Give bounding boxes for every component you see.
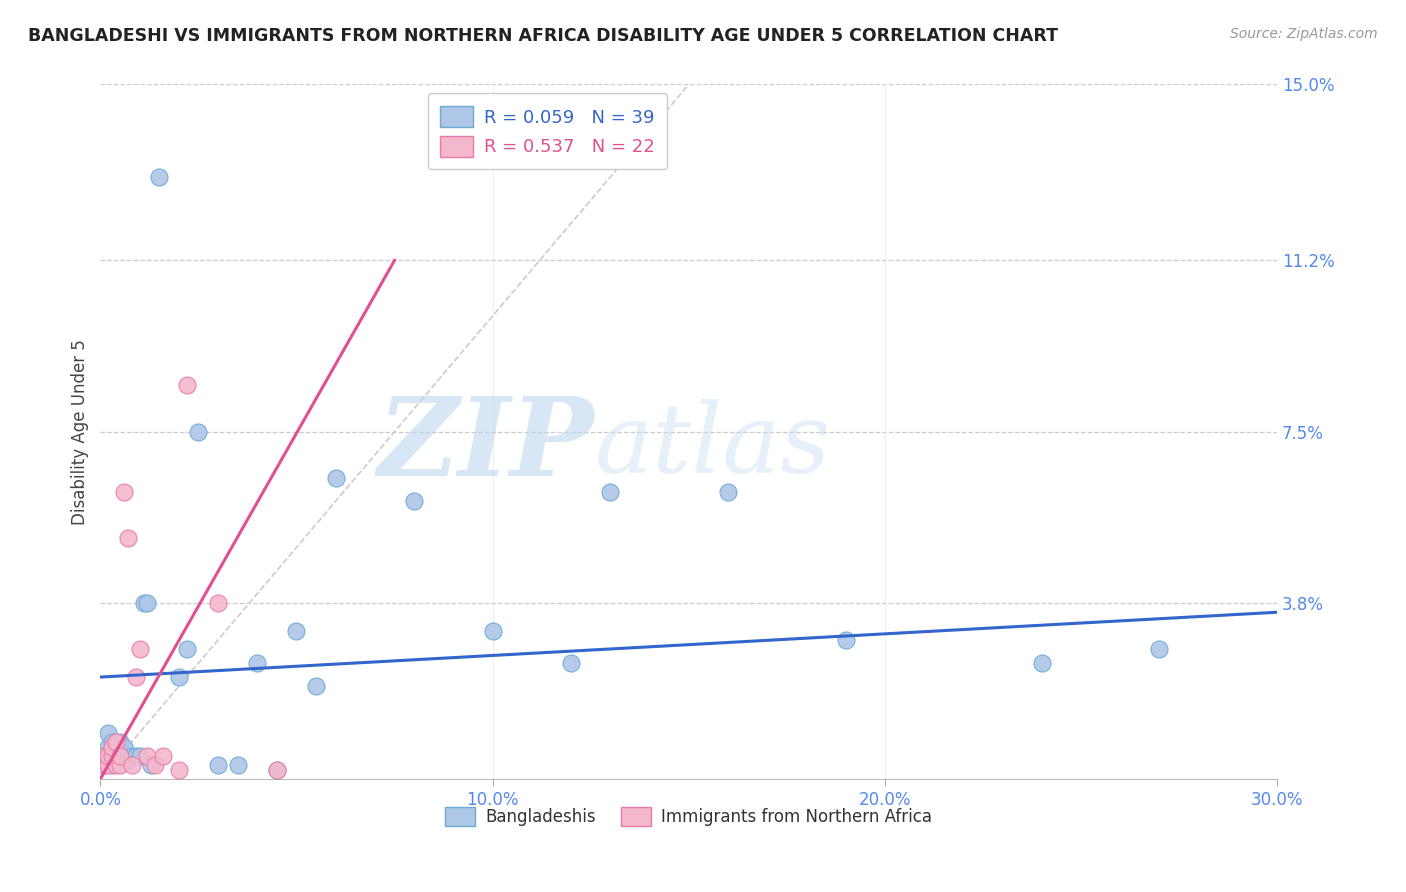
Point (404, 494, 426, 508)
Point (101, 739, 124, 754)
Point (285, 624, 308, 638)
Point (141, 758, 163, 772)
Point (325, 471, 347, 485)
Point (167, 763, 190, 777)
Point (167, 670, 190, 684)
Point (136, 596, 159, 610)
Point (481, 624, 503, 638)
Point (176, 378, 198, 392)
Point (93, 758, 115, 772)
Point (108, 753, 131, 767)
Point (101, 748, 124, 763)
Point (105, 735, 128, 749)
Point (128, 642, 150, 657)
Point (93, 748, 115, 763)
Point (108, 735, 131, 749)
Point (132, 596, 155, 610)
Point (121, 758, 143, 772)
Text: Source: ZipAtlas.com: Source: ZipAtlas.com (1230, 27, 1378, 41)
Point (108, 758, 131, 772)
Point (1149, 642, 1171, 657)
Y-axis label: Disability Age Under 5: Disability Age Under 5 (72, 339, 89, 524)
Point (560, 656, 582, 670)
Point (97, 758, 120, 772)
Point (97, 725, 120, 739)
Point (305, 679, 328, 693)
Point (599, 484, 621, 499)
Point (105, 739, 128, 754)
Point (101, 735, 124, 749)
Point (105, 748, 128, 763)
Point (266, 763, 288, 777)
Point (124, 670, 146, 684)
Text: BANGLADESHI VS IMMIGRANTS FROM NORTHERN AFRICA DISABILITY AGE UNDER 5 CORRELATIO: BANGLADESHI VS IMMIGRANTS FROM NORTHERN … (28, 27, 1059, 45)
Point (112, 748, 135, 763)
Point (207, 596, 229, 610)
Legend: Bangladeshis, Immigrants from Northern Africa: Bangladeshis, Immigrants from Northern A… (439, 800, 939, 833)
Point (187, 425, 209, 439)
Point (717, 484, 740, 499)
Point (117, 531, 139, 545)
Point (105, 758, 128, 772)
Point (124, 748, 146, 763)
Point (226, 758, 249, 772)
Point (112, 739, 135, 754)
Point (121, 748, 143, 763)
Point (101, 758, 124, 772)
Point (108, 748, 131, 763)
Point (176, 642, 198, 657)
Point (834, 633, 856, 648)
Text: atlas: atlas (595, 399, 831, 492)
Point (207, 758, 229, 772)
Point (93, 748, 115, 763)
Point (143, 758, 166, 772)
Point (112, 484, 135, 499)
Text: ZIP: ZIP (378, 392, 595, 500)
Point (246, 656, 269, 670)
Point (97, 748, 120, 763)
Point (136, 748, 159, 763)
Point (148, 169, 170, 184)
Point (97, 748, 120, 763)
Point (1031, 656, 1053, 670)
Point (152, 748, 174, 763)
Point (117, 753, 139, 767)
Point (93, 758, 115, 772)
Point (97, 739, 120, 754)
Point (266, 763, 288, 777)
Point (128, 748, 150, 763)
